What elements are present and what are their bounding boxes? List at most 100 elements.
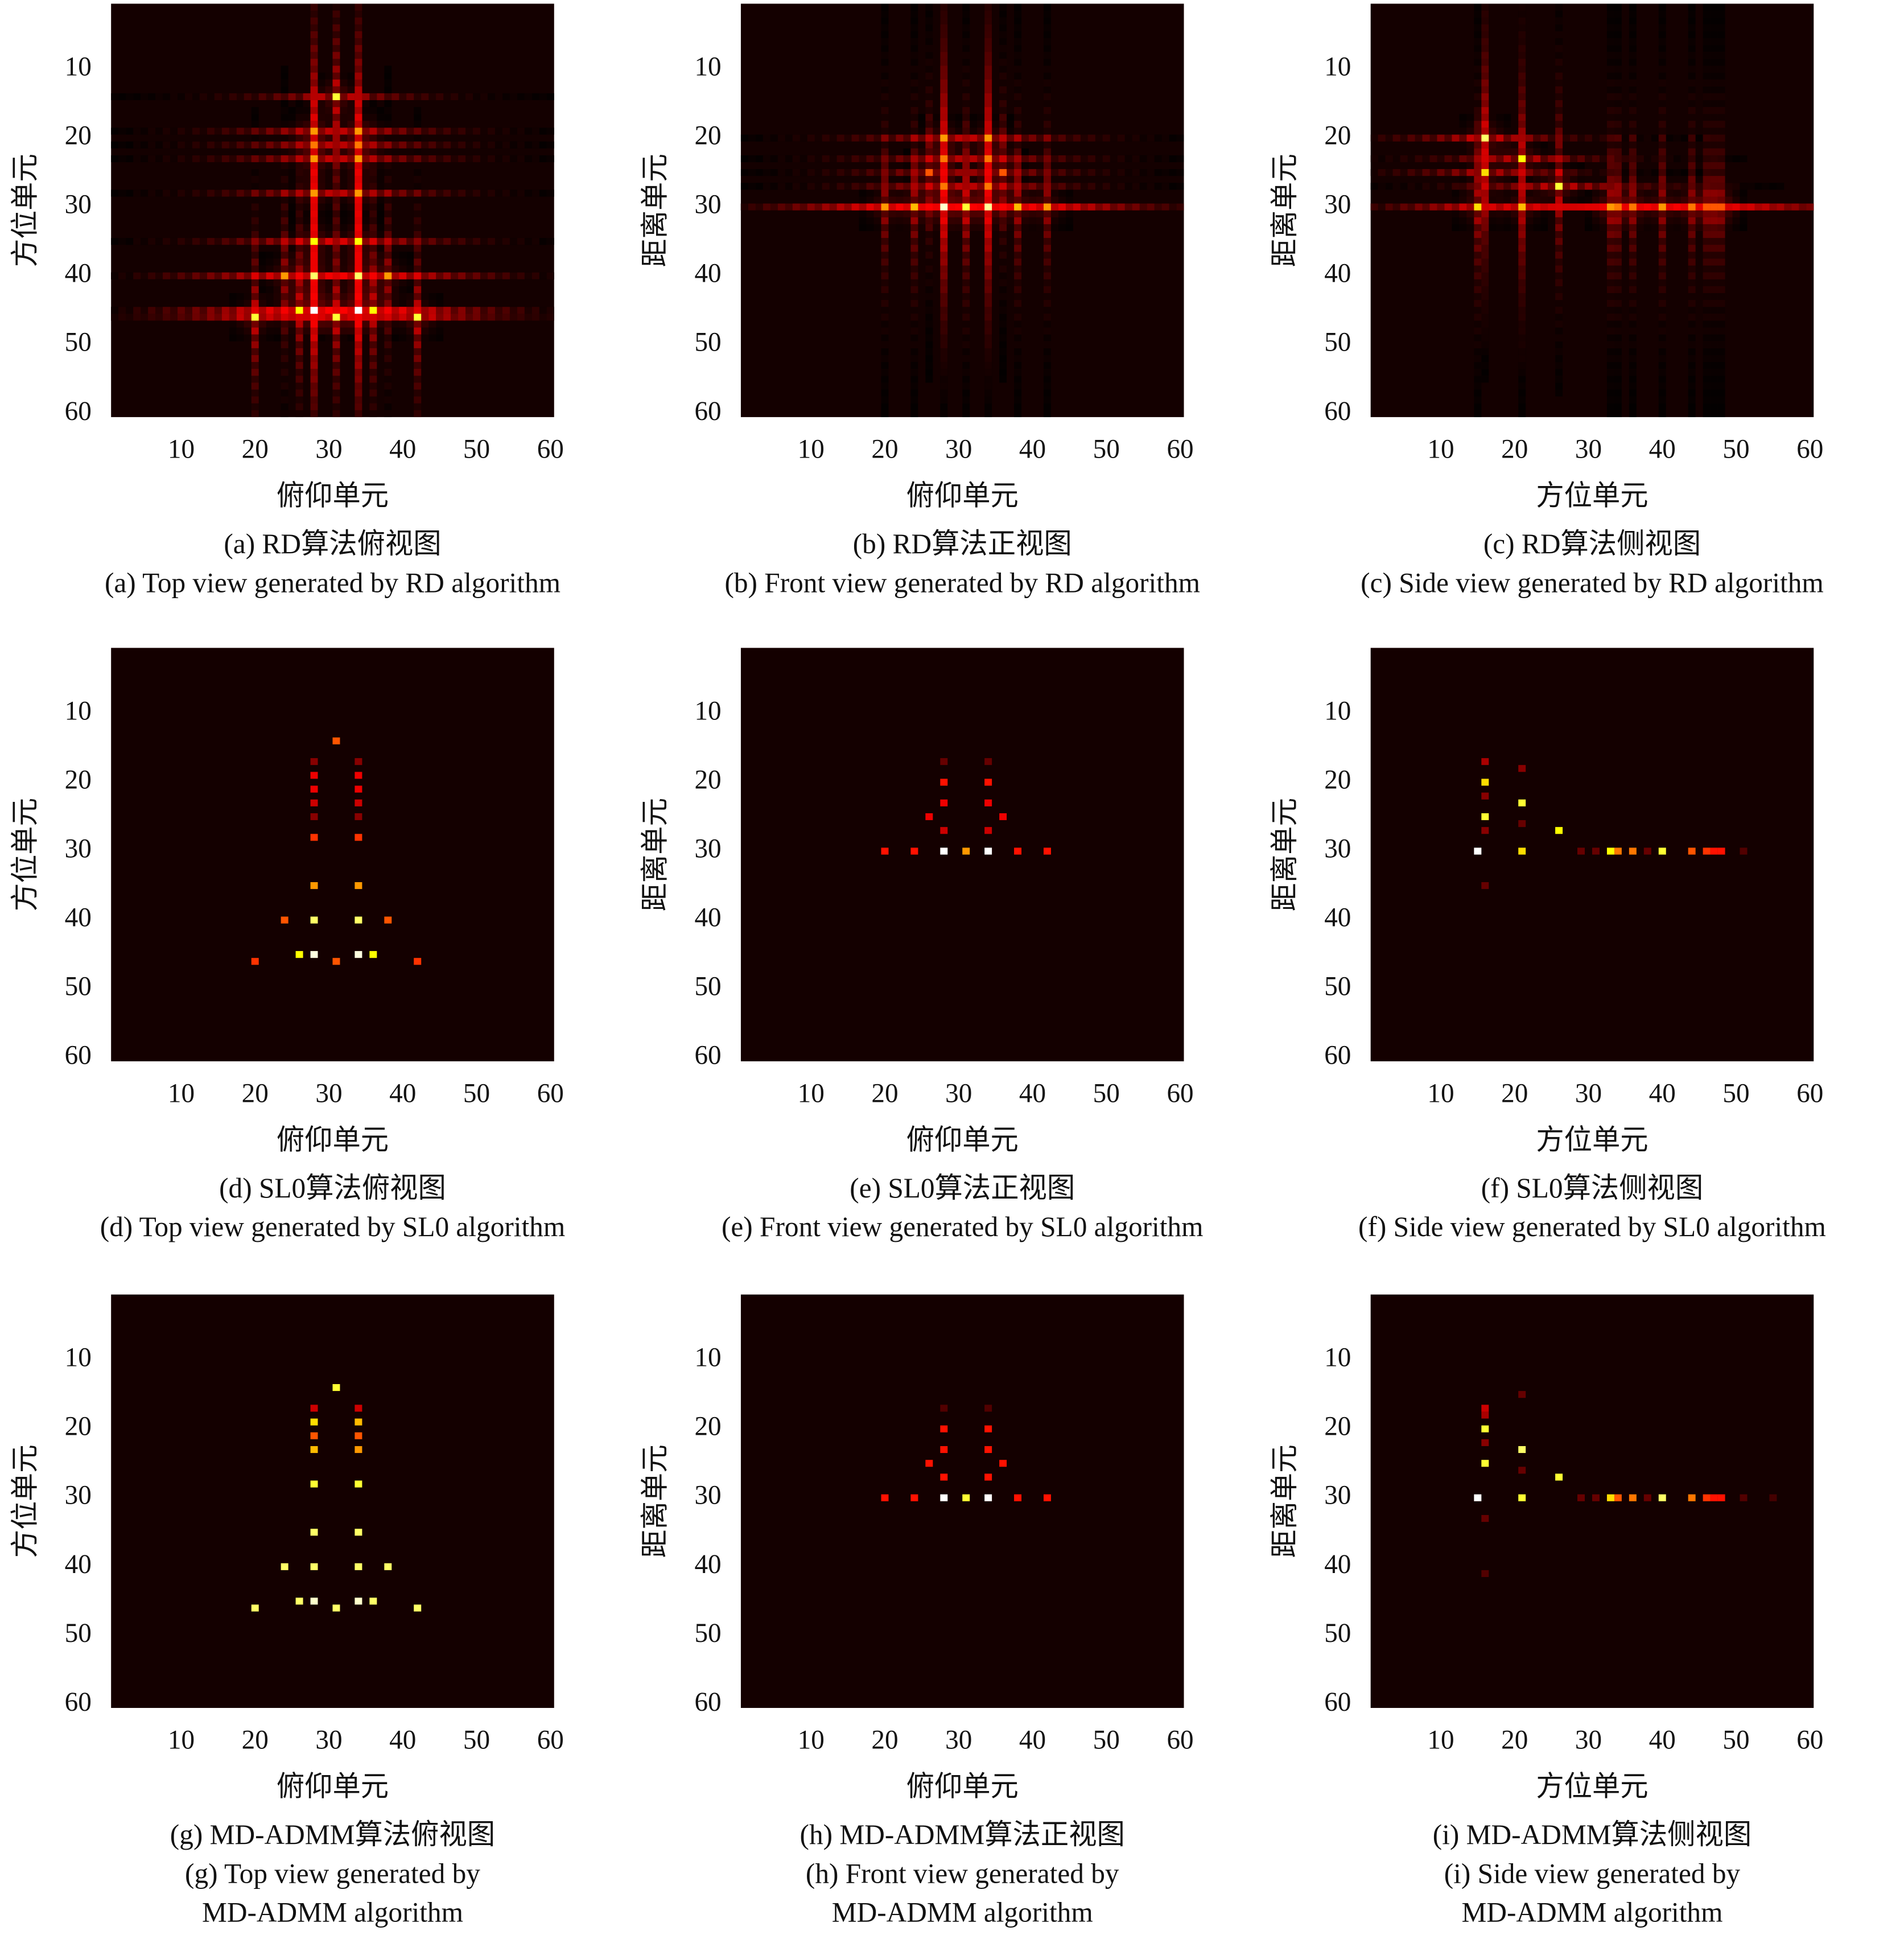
- sidelobe: [273, 320, 281, 328]
- sidelobe: [999, 376, 1007, 383]
- sidelobe: [866, 224, 874, 232]
- sidelobe: [377, 245, 385, 252]
- sidelobe: [933, 141, 941, 149]
- sidelobe: [236, 127, 244, 135]
- sidelobe: [999, 155, 1007, 162]
- sidelobe: [1014, 217, 1022, 224]
- sidelobe: [347, 286, 355, 293]
- sidelobe: [163, 141, 170, 149]
- sidelobe: [258, 190, 266, 197]
- sidelobe: [288, 279, 296, 286]
- sidelobe: [777, 134, 785, 142]
- sidelobe: [295, 410, 303, 417]
- sidelobe: [1043, 107, 1051, 114]
- sidelobe: [1014, 45, 1022, 52]
- sidelobe: [896, 210, 904, 217]
- sidelobe: [266, 93, 274, 100]
- sidelobe: [148, 307, 156, 314]
- sidelobe: [369, 396, 377, 404]
- sidelobe: [399, 141, 407, 149]
- sidelobe: [910, 293, 918, 300]
- sidelobe: [414, 190, 422, 197]
- sidelobe: [332, 396, 340, 404]
- sidelobe: [984, 396, 992, 404]
- sidelobe: [1058, 203, 1066, 211]
- sidelobe: [251, 376, 259, 383]
- sidelobe: [295, 203, 303, 211]
- sidelobe: [155, 314, 163, 321]
- sidelobe: [384, 403, 392, 410]
- sidelobe: [148, 314, 156, 321]
- sidelobe: [999, 238, 1007, 245]
- sidelobe: [229, 127, 237, 135]
- sidelobe: [480, 155, 488, 162]
- sidelobe: [303, 293, 311, 300]
- sidelobe: [355, 348, 362, 355]
- sidelobe: [295, 224, 303, 232]
- sidelobe: [288, 134, 296, 142]
- sidelobe: [229, 327, 237, 335]
- sidelobe: [1043, 362, 1051, 369]
- sidelobe: [910, 389, 918, 397]
- cell: [295, 307, 303, 314]
- sidelobe: [1021, 196, 1029, 204]
- sidelobe: [509, 307, 517, 314]
- sidelobe: [355, 265, 362, 273]
- sidelobe: [340, 307, 348, 314]
- sidelobe: [1132, 155, 1140, 162]
- sidelobe: [332, 355, 340, 363]
- sidelobe: [369, 369, 377, 376]
- sidelobe: [377, 300, 385, 307]
- sidelobe: [288, 114, 296, 121]
- sidelobe: [1080, 169, 1088, 176]
- sidelobe: [325, 210, 333, 217]
- sidelobe: [281, 100, 289, 108]
- sidelobe: [992, 217, 1000, 224]
- sidelobe: [962, 258, 970, 266]
- sidelobe: [807, 155, 815, 162]
- sidelobe: [281, 79, 289, 87]
- sidelobe: [1110, 203, 1118, 211]
- sidelobe: [962, 59, 970, 66]
- sidelobe: [1043, 52, 1051, 59]
- sidelobe: [332, 31, 340, 39]
- sidelobe: [962, 3, 970, 11]
- sidelobe: [273, 252, 281, 259]
- sidelobe: [881, 100, 889, 108]
- sidelobe: [1014, 355, 1022, 363]
- sidelobe: [480, 307, 488, 314]
- sidelobe: [310, 134, 318, 142]
- sidelobe: [295, 155, 303, 162]
- sidelobe: [785, 134, 793, 142]
- sidelobe: [962, 369, 970, 376]
- sidelobe: [288, 148, 296, 155]
- sidelobe: [414, 279, 422, 286]
- sidelobe: [355, 148, 362, 155]
- cell: [281, 272, 289, 279]
- sidelobe: [332, 148, 340, 155]
- sidelobe: [881, 355, 889, 363]
- sidelobe: [347, 307, 355, 314]
- sidelobe: [362, 155, 370, 162]
- cell: [369, 307, 377, 314]
- sidelobe: [229, 293, 237, 300]
- sidelobe: [814, 134, 822, 142]
- sidelobe: [310, 279, 318, 286]
- sidelobe: [399, 286, 407, 293]
- sidelobe: [487, 155, 495, 162]
- sidelobe: [177, 314, 185, 321]
- sidelobe: [770, 169, 778, 176]
- sidelobe: [369, 141, 377, 149]
- sidelobe: [881, 258, 889, 266]
- sidelobe: [881, 107, 889, 114]
- sidelobe: [355, 107, 362, 114]
- sidelobe: [325, 334, 333, 341]
- sidelobe: [955, 217, 963, 224]
- sidelobe: [362, 258, 370, 266]
- sidelobe: [896, 224, 904, 232]
- sidelobe: [494, 127, 502, 135]
- sidelobe: [1087, 169, 1095, 176]
- sidelobe: [355, 93, 362, 100]
- sidelobe: [184, 314, 192, 321]
- sidelobe: [1154, 155, 1162, 162]
